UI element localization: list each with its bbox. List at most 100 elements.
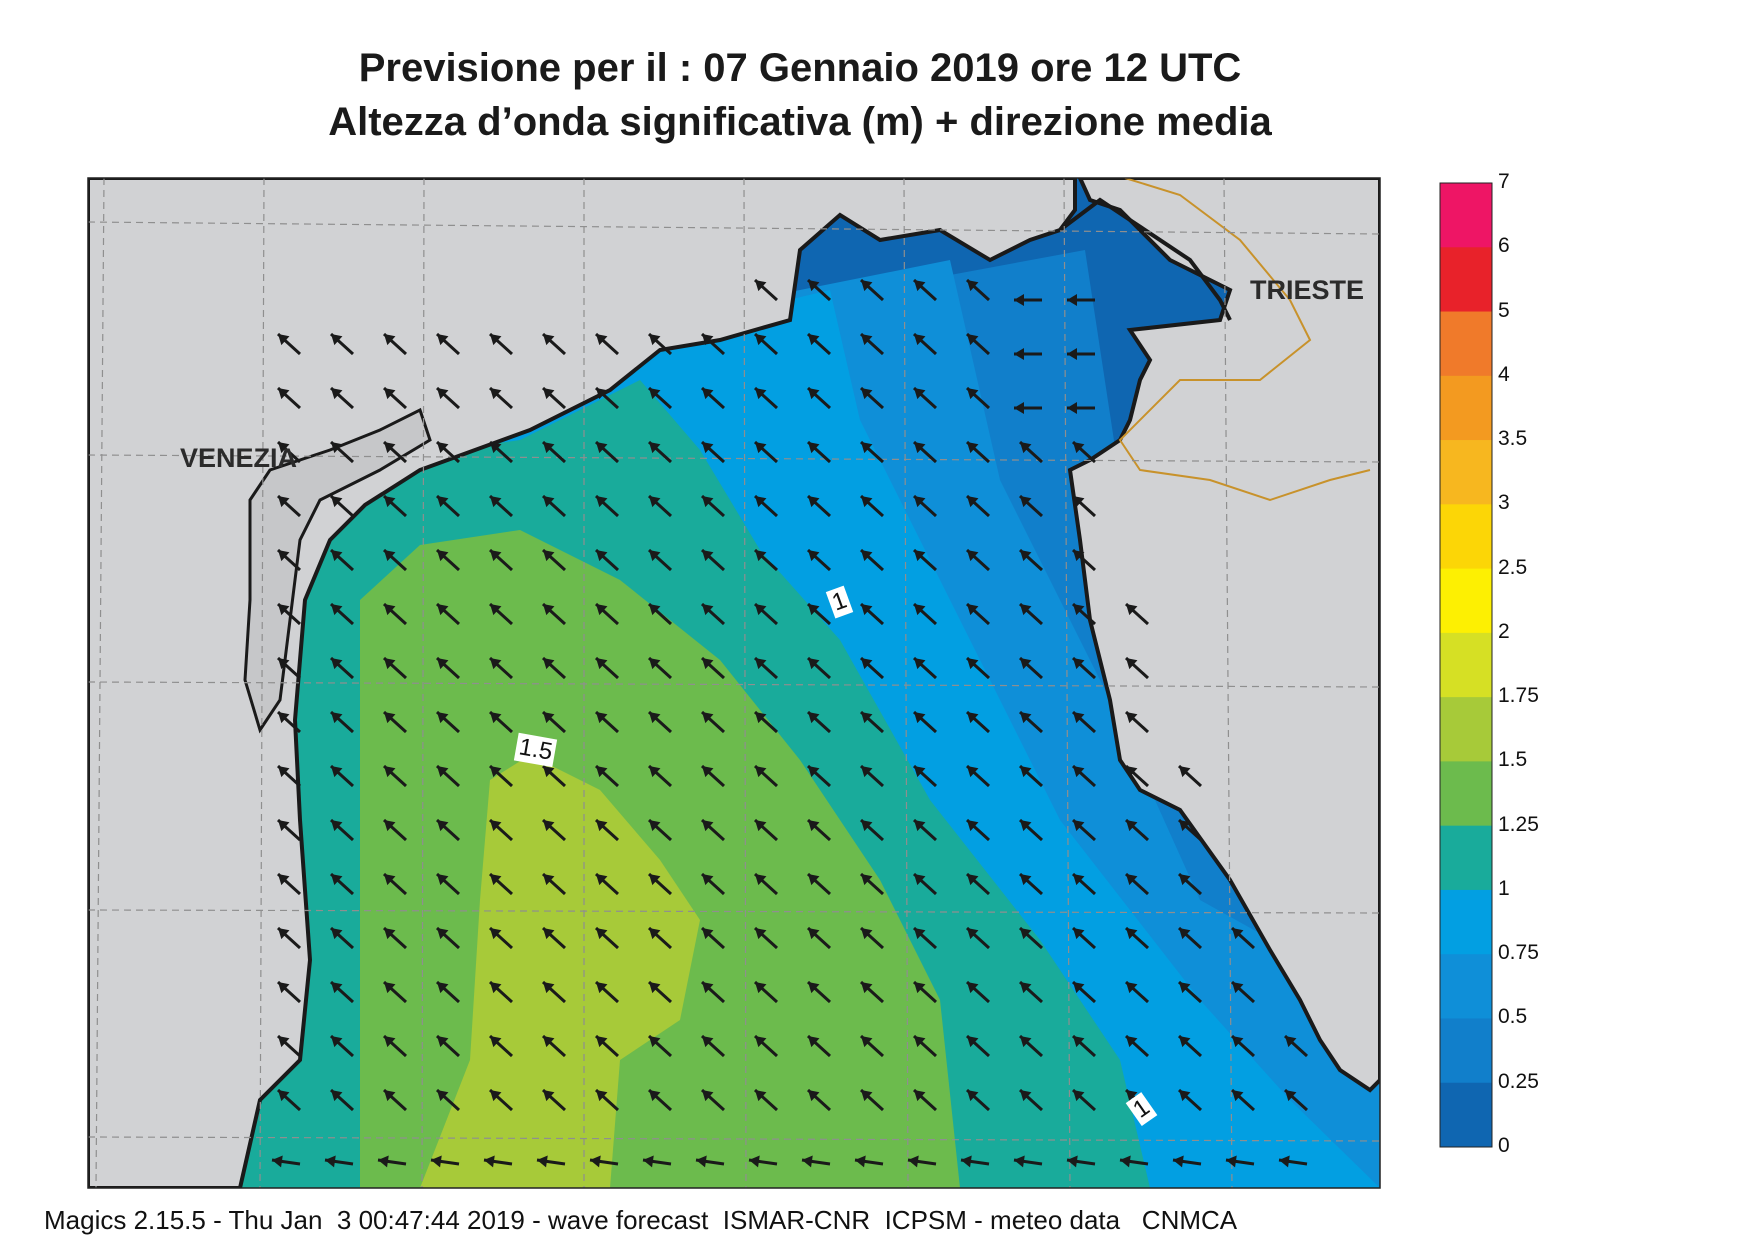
direction-arrowhead bbox=[967, 280, 979, 292]
direction-arrowhead bbox=[1232, 1090, 1244, 1102]
direction-arrowhead bbox=[755, 928, 767, 940]
direction-arrowhead bbox=[543, 766, 555, 778]
direction-arrowhead bbox=[961, 1155, 972, 1168]
colorbar-tick-label: 1.75 bbox=[1498, 684, 1539, 708]
direction-arrowhead bbox=[325, 1155, 336, 1168]
colorbar-swatch bbox=[1440, 247, 1492, 313]
colorbar-tick-label: 3 bbox=[1498, 491, 1510, 515]
direction-arrowhead bbox=[702, 1036, 714, 1048]
direction-arrowhead bbox=[755, 712, 767, 724]
direction-arrowhead bbox=[490, 766, 502, 778]
direction-arrowhead bbox=[914, 658, 926, 670]
direction-arrowhead bbox=[914, 766, 926, 778]
direction-arrowhead bbox=[543, 442, 555, 454]
direction-arrowhead bbox=[278, 658, 290, 670]
direction-arrowhead bbox=[490, 1090, 502, 1102]
direction-arrowhead bbox=[437, 550, 449, 562]
direction-arrowhead bbox=[384, 766, 396, 778]
direction-arrowhead bbox=[861, 604, 873, 616]
direction-arrowhead bbox=[1020, 766, 1032, 778]
map-title-line2: Altezza d’onda significativa (m) + direz… bbox=[328, 100, 1272, 144]
direction-arrowhead bbox=[967, 928, 979, 940]
direction-arrowhead bbox=[331, 442, 343, 454]
direction-arrowhead bbox=[1126, 928, 1138, 940]
direction-arrowhead bbox=[437, 982, 449, 994]
direction-arrowhead bbox=[278, 874, 290, 886]
colorbar-tick-label: 6 bbox=[1498, 234, 1510, 258]
direction-arrowhead bbox=[596, 982, 608, 994]
direction-arrowhead bbox=[543, 1090, 555, 1102]
direction-arrowhead bbox=[861, 928, 873, 940]
colorbar-tick-label: 2 bbox=[1498, 619, 1510, 643]
direction-arrowhead bbox=[1126, 604, 1138, 616]
direction-arrowhead bbox=[543, 1036, 555, 1048]
direction-arrowhead bbox=[1020, 928, 1032, 940]
colorbar-tick-label: 0.75 bbox=[1498, 941, 1539, 965]
direction-arrowhead bbox=[967, 550, 979, 562]
direction-arrowhead bbox=[702, 388, 714, 400]
direction-arrowhead bbox=[490, 334, 502, 346]
direction-arrowhead bbox=[967, 1090, 979, 1102]
direction-arrowhead bbox=[1014, 348, 1024, 360]
direction-arrowhead bbox=[808, 604, 820, 616]
direction-arrowhead bbox=[1020, 874, 1032, 886]
direction-arrowhead bbox=[543, 874, 555, 886]
direction-arrowhead bbox=[1020, 712, 1032, 724]
direction-arrowhead bbox=[914, 442, 926, 454]
colorbar-swatch bbox=[1440, 697, 1492, 762]
direction-arrowhead bbox=[1226, 1155, 1237, 1168]
direction-arrowhead bbox=[1073, 982, 1085, 994]
direction-arrowhead bbox=[702, 766, 714, 778]
direction-arrowhead bbox=[702, 820, 714, 832]
direction-arrowhead bbox=[1279, 1155, 1290, 1168]
direction-arrowhead bbox=[755, 604, 767, 616]
direction-arrowhead bbox=[1073, 712, 1085, 724]
trieste-coastline bbox=[1058, 197, 1232, 321]
map-frame bbox=[87, 177, 1381, 1189]
direction-arrowhead bbox=[278, 712, 290, 724]
direction-arrowhead bbox=[1073, 496, 1085, 508]
colorbar-tick-label: 1 bbox=[1498, 876, 1510, 900]
direction-arrowhead bbox=[802, 1155, 813, 1168]
direction-arrowhead bbox=[543, 550, 555, 562]
direction-arrowhead bbox=[384, 550, 396, 562]
direction-arrowhead bbox=[331, 496, 343, 508]
direction-arrowhead bbox=[278, 604, 290, 616]
direction-arrowhead bbox=[967, 442, 979, 454]
direction-arrowhead bbox=[755, 496, 767, 508]
direction-arrowhead bbox=[543, 820, 555, 832]
direction-arrowhead bbox=[1073, 928, 1085, 940]
direction-arrowhead bbox=[861, 766, 873, 778]
direction-arrowhead bbox=[1020, 1036, 1032, 1048]
direction-arrowhead bbox=[914, 388, 926, 400]
direction-arrowhead bbox=[596, 658, 608, 670]
direction-arrowhead bbox=[1285, 1036, 1297, 1048]
city-label-trieste: TRIESTE bbox=[1250, 275, 1365, 305]
direction-arrowhead bbox=[331, 1090, 343, 1102]
istrian-coast-land bbox=[1067, 178, 1380, 1093]
direction-arrowhead bbox=[1073, 658, 1085, 670]
direction-arrowhead bbox=[1126, 658, 1138, 670]
direction-arrowhead bbox=[378, 1155, 389, 1168]
direction-arrowhead bbox=[649, 982, 661, 994]
direction-arrowhead bbox=[808, 712, 820, 724]
direction-arrowhead bbox=[384, 604, 396, 616]
colorbar-swatch bbox=[1440, 440, 1492, 505]
direction-arrowhead bbox=[596, 550, 608, 562]
direction-arrowhead bbox=[272, 1155, 283, 1168]
direction-arrowhead bbox=[914, 1036, 926, 1048]
direction-arrowhead bbox=[490, 442, 502, 454]
direction-arrowhead bbox=[755, 550, 767, 562]
direction-arrowhead bbox=[331, 928, 343, 940]
direction-arrowhead bbox=[1067, 348, 1077, 360]
direction-arrowhead bbox=[808, 280, 820, 292]
direction-arrowhead bbox=[967, 388, 979, 400]
direction-arrowhead bbox=[967, 496, 979, 508]
direction-arrowhead bbox=[808, 388, 820, 400]
direction-arrowhead bbox=[543, 712, 555, 724]
direction-arrowhead bbox=[596, 334, 608, 346]
direction-arrowhead bbox=[437, 928, 449, 940]
colorbar-tick-label: 0.5 bbox=[1498, 1005, 1528, 1029]
direction-arrowhead bbox=[278, 550, 290, 562]
direction-arrowhead bbox=[490, 820, 502, 832]
